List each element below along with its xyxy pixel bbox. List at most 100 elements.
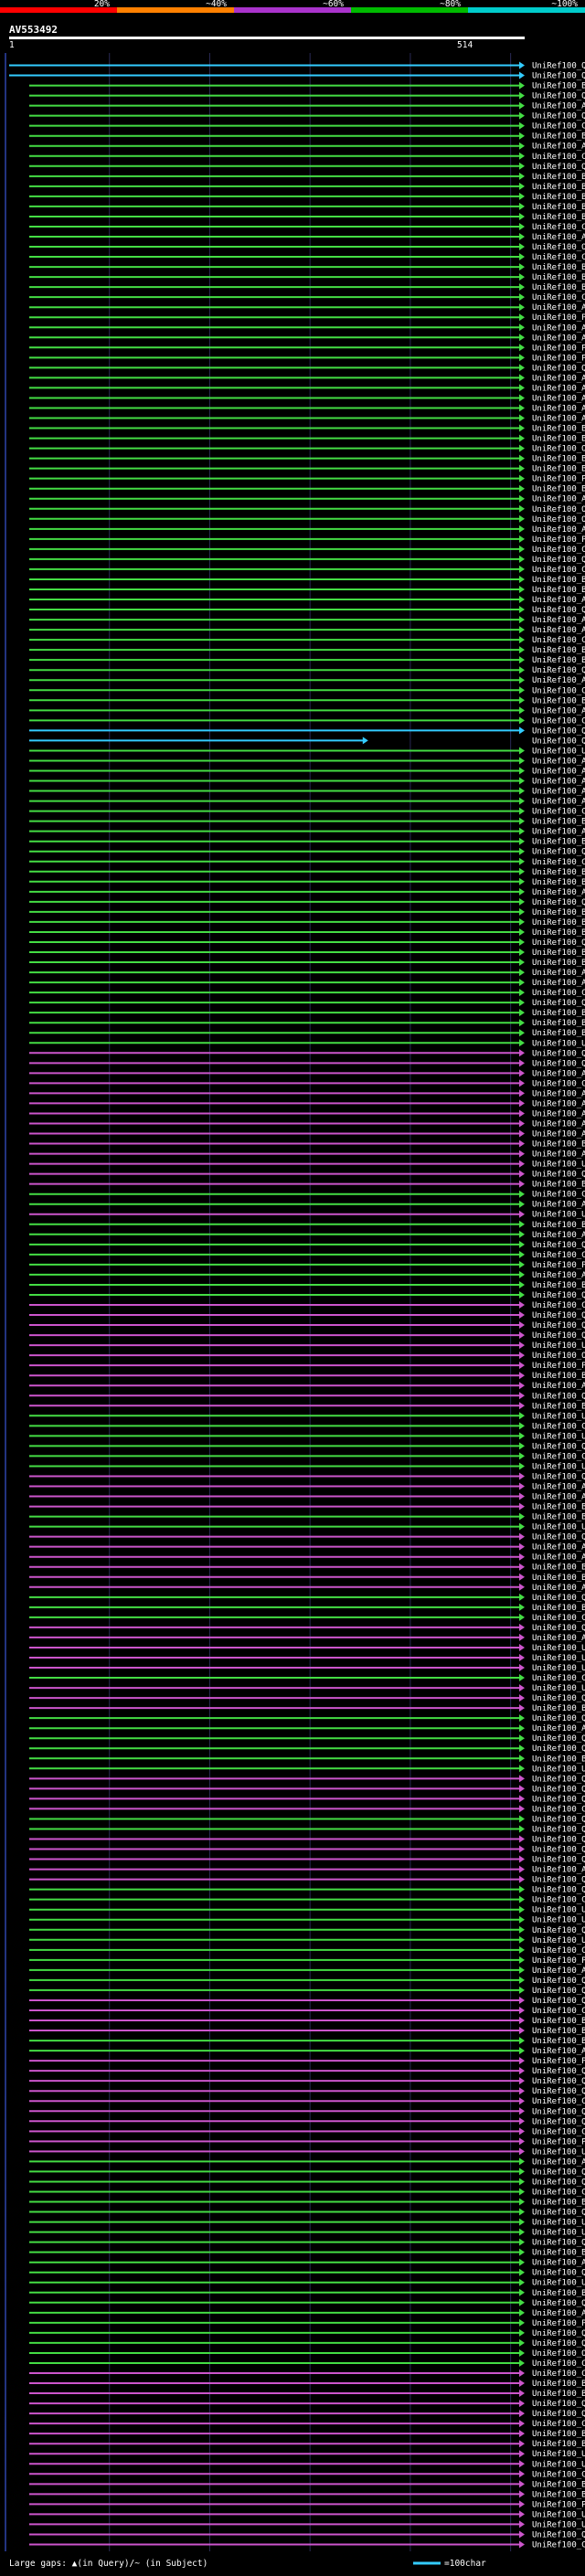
hit-row[interactable]: UniRef100_B9REC0 <box>28 817 585 827</box>
hit-label[interactable]: UniRef100_Q8MQ45 <box>532 1987 585 1996</box>
hit-label[interactable]: UniRef100_B6T866 <box>532 1221 585 1230</box>
hit-label[interactable]: UniRef100_Q8W1J2 <box>532 2117 585 2126</box>
hit-row[interactable]: UniRef100_A9QJC0 <box>28 767 585 776</box>
hit-label[interactable]: UniRef100_Q337B3 <box>532 726 585 736</box>
hit-row[interactable]: UniRef100_A9NR42 <box>28 1482 585 1492</box>
hit-label[interactable]: UniRef100_B9T514 <box>532 435 585 444</box>
hit-row[interactable]: UniRef100_B6SM43 <box>28 696 585 705</box>
hit-row[interactable]: UniRef100_C5DGJ5 <box>28 1452 585 1461</box>
hit-label[interactable]: UniRef100_B9RLH5 <box>532 2380 585 2389</box>
hit-row[interactable]: UniRef100_Q9V4N3 <box>28 897 585 907</box>
hit-row[interactable]: UniRef100_Q4P397 <box>28 2298 585 2308</box>
hit-label[interactable]: UniRef100_C7Z1F4 <box>532 2097 585 2106</box>
hit-label[interactable]: UniRef100_UP1000... <box>532 1916 585 1925</box>
hit-label[interactable]: UniRef100_O76336 <box>532 2349 585 2359</box>
hit-label[interactable]: UniRef100_P43190 <box>532 313 585 323</box>
hit-row[interactable]: UniRef100_A9NW31 <box>28 1542 585 1553</box>
hit-row[interactable]: UniRef100_UP1000... <box>28 2147 585 2157</box>
hit-label[interactable]: UniRef100_C0V609 <box>532 2127 585 2136</box>
hit-label[interactable]: UniRef100_A9NZ62 <box>532 1150 585 1160</box>
hit-row[interactable]: UniRef100_Q0UBW5 <box>28 2168 585 2177</box>
hit-row[interactable]: UniRef100_Q5V9L4 <box>28 364 585 373</box>
hit-label[interactable]: UniRef100_A6RH35 <box>532 2259 585 2268</box>
hit-row[interactable]: UniRef100_B6U5K1 <box>28 877 585 887</box>
hit-label[interactable]: UniRef100_A9RTL6 <box>532 979 585 988</box>
hit-label[interactable]: UniRef100_C5FG86 <box>532 2470 585 2479</box>
hit-row[interactable]: UniRef100_B4N5N7 <box>28 2027 585 2036</box>
hit-label[interactable]: UniRef100_Q5V9L2 <box>532 666 585 675</box>
hit-row[interactable]: UniRef100_B6TGQ5 <box>28 1280 585 1290</box>
hit-label[interactable]: UniRef100_A8D389 <box>532 1130 585 1140</box>
hit-row[interactable]: UniRef100_B6T2D0 <box>28 1704 585 1713</box>
hit-label[interactable]: UniRef100_B9S527 <box>532 485 585 494</box>
hit-row[interactable]: UniRef100_B4Q3M6 <box>28 949 585 958</box>
hit-label[interactable]: UniRef100_B1KF12 <box>532 1754 585 1764</box>
hit-row[interactable]: UniRef100_UP1000... <box>28 1664 585 1673</box>
hit-row[interactable]: UniRef100_P40934 <box>28 354 585 363</box>
hit-row[interactable]: UniRef100_A9PB78 <box>28 384 585 393</box>
hit-label[interactable]: UniRef100_Q3TH64 <box>532 1795 585 1804</box>
hit-row[interactable]: UniRef100_B6U564 <box>28 283 585 292</box>
hit-label[interactable]: UniRef100_C6T292 <box>532 858 585 867</box>
hit-row[interactable]: UniRef100_B9CZ80 <box>28 1029 585 1038</box>
hit-label[interactable]: UniRef100_Q5V9L4 <box>532 364 585 373</box>
hit-label[interactable]: UniRef100_Q6FLF4 <box>532 1241 585 1250</box>
hit-row[interactable]: UniRef100_P43190 <box>28 313 585 323</box>
hit-row[interactable]: UniRef100_Q9HDB0 <box>28 1472 585 1481</box>
hit-row[interactable]: UniRef100_B6U3U9 <box>28 212 585 222</box>
hit-row[interactable]: UniRef100_P49098 <box>28 344 585 353</box>
hit-row[interactable]: UniRef100_Q5KCS9 <box>28 1996 585 2006</box>
hit-row[interactable]: UniRef100_Q8MQ45 <box>28 1986 585 1996</box>
hit-label[interactable]: UniRef100_P40934 <box>532 354 585 363</box>
hit-row[interactable]: UniRef100_B6SN19 <box>28 192 585 202</box>
hit-row[interactable]: UniRef100_Q0P5F6 <box>28 1442 585 1451</box>
hit-label[interactable]: UniRef100_Q16FA4 <box>532 1744 585 1754</box>
hit-row[interactable]: UniRef100_B8NMB4 <box>28 2017 585 2026</box>
hit-label[interactable]: UniRef100_Q6CJY1 <box>532 2530 585 2539</box>
hit-label[interactable]: UniRef100_Q84K13 <box>532 1331 585 1341</box>
hit-label[interactable]: UniRef100_Q4N6N8 <box>532 1825 585 1834</box>
hit-label[interactable]: UniRef100_Q6NYV1 <box>532 2239 585 2248</box>
hit-label[interactable]: UniRef100_A9PDG4 <box>532 596 585 605</box>
hit-label[interactable]: UniRef100_B6SLW8 <box>532 646 585 655</box>
hit-label[interactable]: UniRef100_A9SE60 <box>532 778 585 787</box>
hit-row[interactable]: UniRef100_C1N4B1 <box>28 1805 585 1814</box>
hit-label[interactable]: UniRef100_Q94DH6 <box>532 606 585 615</box>
hit-label[interactable]: UniRef100_UP1000... <box>532 1765 585 1774</box>
hit-label[interactable]: UniRef100_A5E9D6 <box>532 1069 585 1078</box>
hit-label[interactable]: UniRef100_C6SZZ3 <box>532 636 585 645</box>
hit-row[interactable]: UniRef100_B2B278 <box>28 2440 585 2449</box>
hit-label[interactable]: UniRef100_A9PF43 <box>532 1866 585 1875</box>
hit-label[interactable]: UniRef100_C5YYE5 <box>532 293 585 302</box>
hit-row[interactable]: UniRef100_UP1000... <box>28 1039 585 1048</box>
hit-row[interactable]: UniRef100_Q9HFV1 <box>28 1049 585 1058</box>
hit-row[interactable]: UniRef100_C5YYE5 <box>28 293 585 302</box>
hit-row[interactable]: UniRef100_B6MRM1 <box>28 1563 585 1573</box>
hit-label[interactable]: UniRef100_P56595 <box>532 2057 585 2066</box>
hit-label[interactable]: UniRef100_Q9ZWT2 <box>532 163 585 172</box>
hit-row[interactable]: UniRef100_B6U651 <box>28 172 585 182</box>
hit-row[interactable]: UniRef100_Q53429 <box>28 1835 585 1845</box>
hit-row[interactable]: UniRef100_P56595 <box>28 2057 585 2066</box>
hit-row[interactable]: UniRef100_P04166 <box>28 1956 585 1966</box>
hit-label[interactable]: UniRef100_C5YTR8 <box>532 1251 585 1260</box>
hit-label[interactable]: UniRef100_Q52185 <box>532 1694 585 1703</box>
hit-label[interactable]: UniRef100_C3VB14 <box>532 2359 585 2369</box>
hit-label[interactable]: UniRef100_C5DLY3 <box>532 2007 585 2016</box>
hit-row[interactable]: UniRef100_A7PQX0 <box>28 233 585 242</box>
hit-row[interactable]: UniRef100_B0X2Z2 <box>28 2248 585 2258</box>
hit-row[interactable]: UniRef100_A5CB96 <box>28 626 585 635</box>
hit-label[interactable]: UniRef100_B4MYC7 <box>532 2289 585 2298</box>
hit-row[interactable]: UniRef100_C1G8X0 <box>28 2420 585 2429</box>
hit-label[interactable]: UniRef100_C5YS31 <box>532 546 585 555</box>
hit-row[interactable]: UniRef100_B2W9G4 <box>28 2037 585 2046</box>
hit-row[interactable]: UniRef100_Q7PYU9 <box>28 1714 585 1723</box>
hit-row[interactable]: UniRef100_Q94MG0 <box>28 1593 585 1603</box>
hit-label[interactable]: UniRef100_O24651 <box>532 445 585 454</box>
hit-label[interactable]: UniRef100_B4N5N7 <box>532 2027 585 2036</box>
hit-label[interactable]: UniRef100_A9NW31 <box>532 1543 585 1553</box>
hit-label[interactable]: UniRef100_A9PB66 <box>532 616 585 625</box>
hit-label[interactable]: UniRef100_Q8FP58 <box>532 2410 585 2419</box>
hit-row[interactable]: UniRef100_B9GRM5 <box>28 132 585 142</box>
hit-row[interactable]: UniRef100_O76336 <box>28 2348 585 2359</box>
